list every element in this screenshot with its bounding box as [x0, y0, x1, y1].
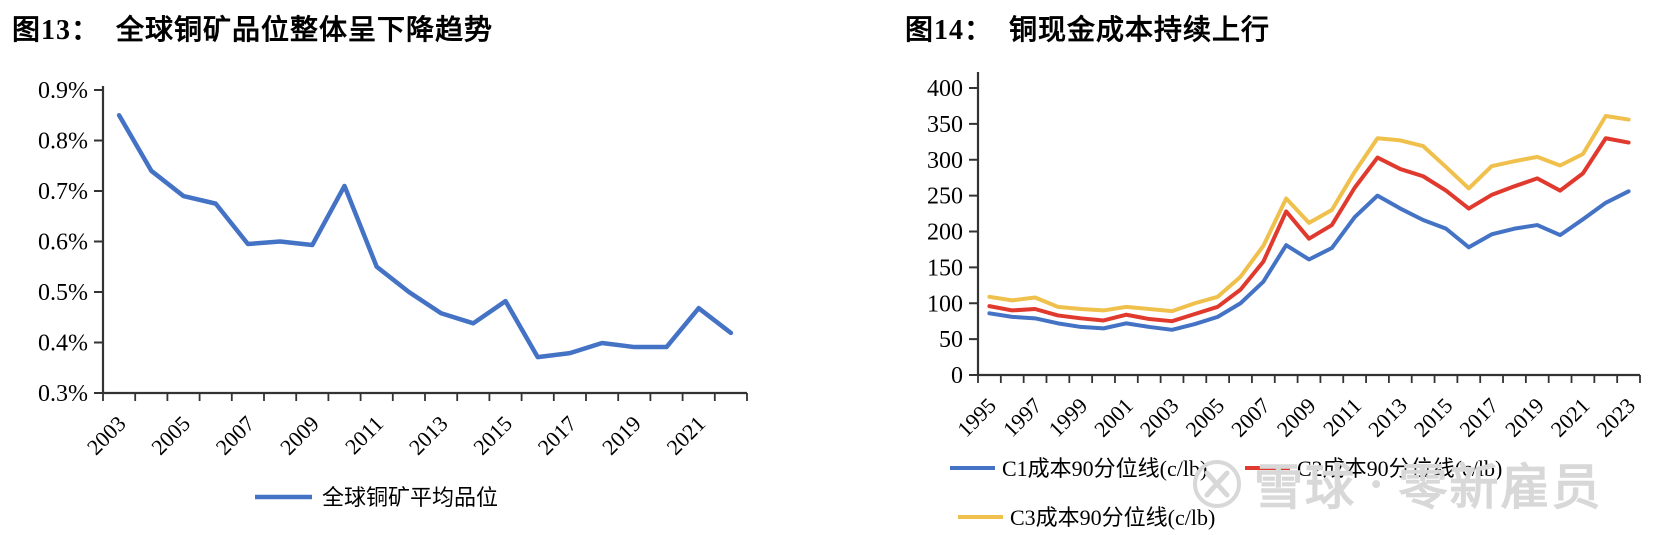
- x-tick-label: 2013: [1363, 393, 1412, 442]
- series-line-3: [987, 113, 1631, 314]
- y-tick-label: 0: [951, 363, 963, 389]
- y-tick-label: 0.5%: [38, 280, 88, 306]
- x-tick-label: 2015: [468, 411, 517, 460]
- xueqiu-logo-icon: [1193, 459, 1241, 508]
- x-tick-label: 2019: [1500, 393, 1549, 442]
- y-tick-label: 0.9%: [38, 78, 88, 104]
- series-line-1: [987, 189, 1631, 332]
- y-tick-label: 400: [927, 76, 963, 102]
- x-tick-label: 2011: [340, 411, 388, 459]
- x-tick-label: 1997: [998, 393, 1047, 442]
- fig13-title: 图13： 全球铜矿品位整体呈下降趋势: [12, 8, 493, 48]
- x-tick-label: 2003: [1135, 393, 1184, 442]
- x-tick-label: 2009: [275, 411, 324, 460]
- y-tick-label: 250: [927, 184, 963, 210]
- x-tick-label: 2013: [404, 411, 453, 460]
- y-tick-label: 0.6%: [38, 230, 88, 256]
- x-tick-label: 2007: [211, 411, 260, 460]
- legend-label: C2成本90分位线(c/lb): [1297, 456, 1502, 481]
- x-tick-label: 2021: [1546, 393, 1595, 442]
- series-line-2: [987, 136, 1631, 324]
- y-tick-label: 350: [927, 112, 963, 138]
- x-tick-label: 2003: [82, 411, 131, 460]
- watermark-separator: ·: [1368, 456, 1387, 511]
- legend-label: 全球铜矿平均品位: [322, 485, 498, 510]
- y-tick-label: 0.7%: [38, 179, 88, 205]
- y-tick-label: 200: [927, 220, 963, 246]
- x-tick-label: 2023: [1591, 393, 1640, 442]
- y-tick-label: 100: [927, 291, 963, 317]
- y-tick-label: 0.4%: [38, 331, 88, 357]
- x-tick-label: 2021: [661, 411, 710, 460]
- x-tick-label: 2015: [1409, 393, 1458, 442]
- x-tick-label: 2009: [1272, 393, 1321, 442]
- legend-label: C1成本90分位线(c/lb): [1002, 456, 1207, 481]
- y-tick-label: 150: [927, 255, 963, 281]
- x-tick-label: 2011: [1318, 393, 1366, 441]
- x-tick-label: 1995: [952, 393, 1001, 442]
- fig13-title-text: 全球铜矿品位整体呈下降趋势: [116, 15, 494, 46]
- xueqiu-watermark: 雪球 · 零新雇员: [1190, 448, 1602, 519]
- x-tick-label: 2007: [1226, 393, 1275, 442]
- x-tick-label: 2019: [597, 411, 646, 460]
- watermark-user: 零新雇员: [1398, 460, 1603, 515]
- fig14-figure-label: 图14：: [905, 15, 994, 46]
- watermark-brand: 雪球: [1254, 460, 1357, 515]
- fig14-title: 图14： 铜现金成本持续上行: [905, 8, 1270, 48]
- x-tick-label: 2017: [533, 411, 582, 460]
- fig13-line-chart: 0.9% 0.8% 0.7% 0.6% 0.5% 0.4% 0.3% 2003 2005 2007…: [38, 78, 748, 510]
- x-tick-label: 2017: [1454, 393, 1503, 442]
- y-tick-label: 300: [927, 148, 963, 174]
- legend-label: C3成本90分位线(c/lb): [1010, 505, 1215, 530]
- fig13-figure-label: 图13：: [12, 15, 101, 46]
- x-tick-label: 2005: [1180, 393, 1229, 442]
- y-tick-label: 50: [939, 327, 963, 353]
- series-line-1: [116, 113, 734, 360]
- x-tick-label: 2005: [146, 411, 195, 460]
- x-tick-label: 1999: [1043, 393, 1092, 442]
- y-tick-label: 0.3%: [38, 381, 88, 407]
- x-tick-label: 2001: [1089, 393, 1138, 442]
- fig14-line-chart: 400 350 300 250 200 150 100 50 0 1995199719992001…: [927, 72, 1641, 530]
- fig14-title-text: 铜现金成本持续上行: [1009, 15, 1271, 46]
- y-tick-label: 0.8%: [38, 129, 88, 155]
